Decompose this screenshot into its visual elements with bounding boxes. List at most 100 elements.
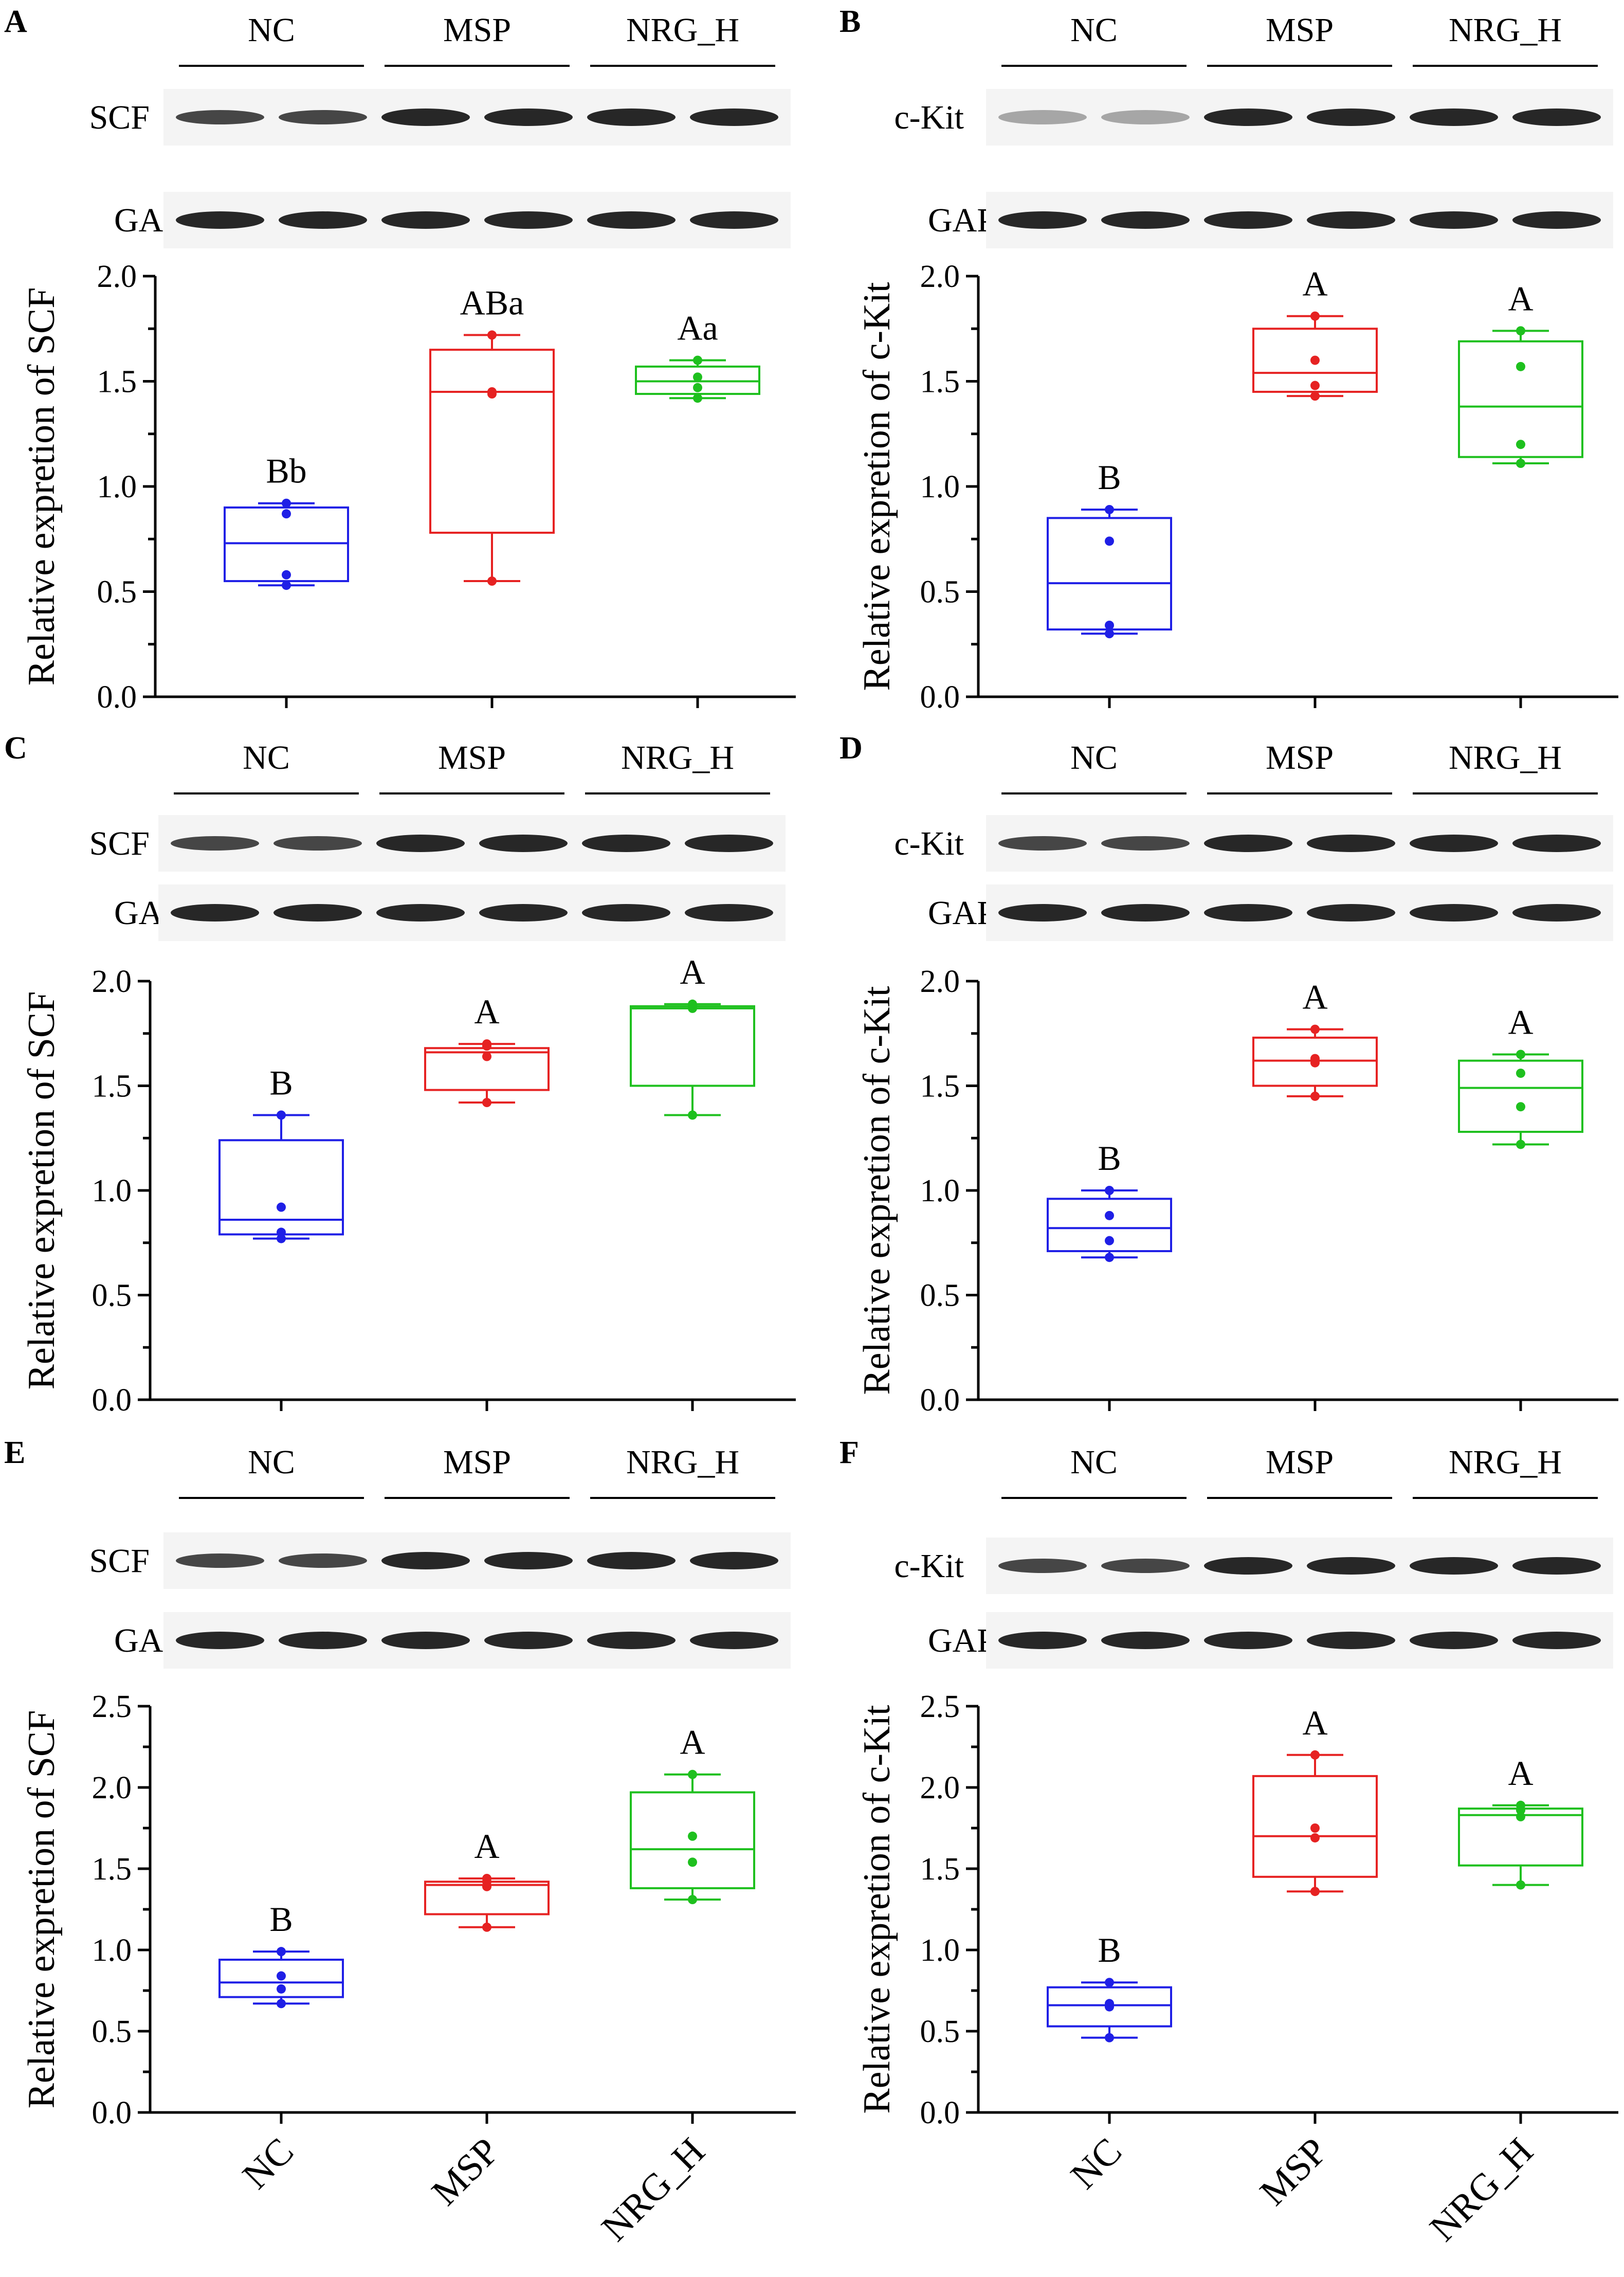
y-tick-label: 1.0 [920, 1933, 960, 1968]
data-point [1105, 1210, 1114, 1220]
data-point [1310, 355, 1320, 365]
significance-label: A [680, 1723, 705, 1762]
significance-label: Bb [266, 451, 306, 491]
data-point [1105, 1236, 1114, 1245]
blot-group-label: NC [248, 11, 295, 49]
blot-band [1307, 835, 1395, 852]
y-tick-label: 1.0 [920, 469, 960, 504]
data-point [688, 1769, 697, 1779]
y-tick-label: 0.5 [920, 2014, 960, 2049]
blot-band [1204, 835, 1292, 852]
panel-D: DNCMSPNRG_Hc-KitGAPDH0.00.51.01.52.0Rela… [840, 731, 1618, 1418]
data-point [487, 576, 497, 586]
data-point [1516, 1812, 1525, 1821]
y-tick-label: 0.0 [920, 1383, 960, 1418]
significance-label: B [269, 1063, 293, 1102]
panel-B: BNCMSPNRG_Hc-KitGAPDH0.00.51.01.52.0Rela… [840, 4, 1618, 715]
y-tick-label: 0.0 [92, 1383, 132, 1418]
blot-row-label: c-Kit [894, 1547, 964, 1585]
blot-strip [986, 192, 1613, 248]
data-point [1516, 362, 1525, 371]
y-tick-label: 2.0 [920, 1770, 960, 1805]
blot-band [1307, 211, 1395, 229]
blot-band [998, 211, 1087, 229]
y-axis-title: Relative expretion of SCF [21, 287, 63, 686]
blot-band [685, 835, 773, 852]
data-point [1105, 2033, 1114, 2043]
blot-band [998, 836, 1087, 851]
box-iqr [218, 1958, 344, 1998]
y-tick-label: 2.0 [97, 259, 137, 294]
data-point [482, 1052, 491, 1061]
y-tick-label: 1.5 [92, 1069, 132, 1104]
data-point [1516, 1102, 1525, 1112]
significance-label: B [1098, 1138, 1121, 1178]
blot-band [1204, 1632, 1292, 1649]
blot-group-label: MSP [1266, 739, 1334, 776]
blot-strip [163, 192, 791, 248]
box-NC: Bb [224, 451, 349, 708]
blot-band [1512, 1632, 1601, 1649]
box-iqr [1047, 1198, 1172, 1253]
blot-group-label: NC [1070, 11, 1118, 49]
blot-band [1101, 836, 1190, 851]
blot-band [1512, 835, 1601, 852]
blot-band [1101, 1632, 1190, 1649]
blot-band [1307, 109, 1395, 126]
data-point [277, 1202, 286, 1212]
y-tick-label: 0.5 [97, 575, 137, 610]
blot-group-label: NC [248, 1443, 295, 1481]
box-iqr [429, 349, 555, 534]
blot-band [1307, 1557, 1395, 1575]
significance-label: A [1302, 1703, 1327, 1742]
blot-strip [163, 1532, 791, 1589]
blot-band [279, 1553, 367, 1568]
data-point [1310, 391, 1320, 401]
data-point [277, 1110, 286, 1120]
blot-band [1410, 904, 1498, 921]
box-iqr [1252, 1036, 1378, 1087]
blot-group-label: NC [1070, 1443, 1118, 1481]
data-point [282, 570, 291, 580]
data-point [688, 1831, 697, 1841]
significance-label: A [474, 992, 499, 1031]
data-point [487, 330, 497, 340]
y-tick-label: 0.0 [97, 680, 137, 715]
data-point [1105, 504, 1114, 514]
data-point [1310, 1823, 1320, 1833]
blot-band [273, 904, 362, 921]
blot-group-label: NC [243, 739, 290, 776]
data-point [1105, 1999, 1114, 2009]
blot-band [479, 904, 568, 921]
blot-strip [163, 1612, 791, 1669]
blot-band [1101, 110, 1190, 124]
significance-label: A [1302, 264, 1327, 303]
blot-band [1204, 109, 1292, 126]
significance-label: A [1302, 978, 1327, 1017]
blot-band [176, 110, 264, 124]
box-NRG_H: A [630, 952, 755, 1411]
data-point [693, 383, 702, 392]
blot-band [1307, 904, 1395, 921]
blot-band [1101, 1559, 1190, 1573]
y-axis-title: Relative expretion of SCF [21, 991, 63, 1390]
blot-group-label: MSP [438, 739, 506, 776]
blot-group-label: MSP [443, 1443, 511, 1481]
y-tick-label: 1.5 [920, 1069, 960, 1104]
panel-E: ENCMSPNRG_HSCFGAPDH0.00.51.01.52.02.5Rel… [4, 1435, 796, 2249]
blot-row-label: SCF [89, 825, 150, 862]
blot-band [381, 1632, 470, 1649]
y-tick-label: 0.0 [920, 2095, 960, 2130]
blot-band [484, 211, 573, 229]
y-tick-label: 0.5 [920, 575, 960, 610]
blot-group-label: NC [1070, 739, 1118, 776]
y-axis-title: Relative expretion of c-Kit [856, 1705, 898, 2114]
data-point [1516, 326, 1525, 336]
blot-band [1410, 1557, 1498, 1575]
blot-row-label: SCF [89, 99, 150, 136]
y-axis-title: Relative expretion of SCF [21, 1710, 63, 2109]
blot-band [376, 904, 465, 921]
blot-band [998, 1559, 1087, 1573]
data-point [1105, 1253, 1114, 1262]
